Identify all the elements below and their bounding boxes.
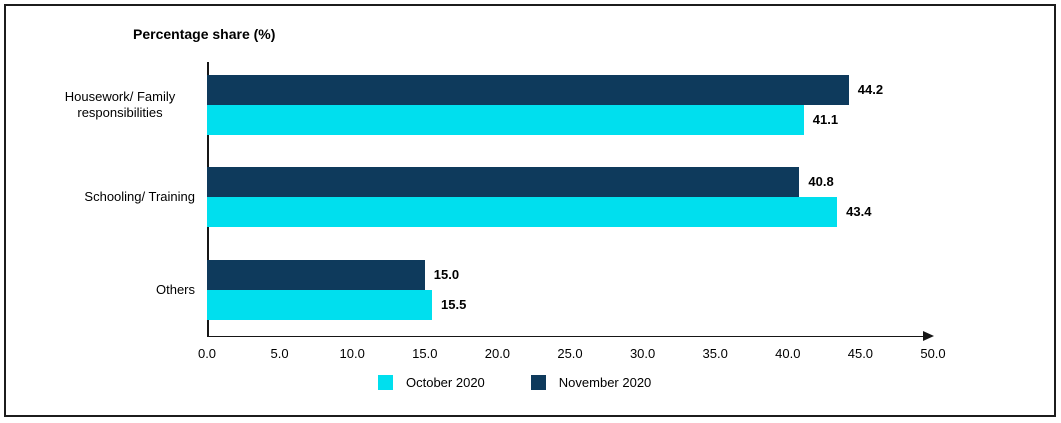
category-label: Schooling/ Training	[84, 189, 195, 204]
category-label: Housework/ Family responsibilities	[64, 89, 176, 120]
x-tick-label: 10.0	[339, 346, 365, 361]
legend-item-october-2020: October 2020	[378, 375, 485, 390]
x-tick-label: 45.0	[847, 346, 874, 361]
legend-swatch-icon	[530, 375, 546, 390]
x-axis-line	[207, 335, 925, 337]
value-label: 40.8	[808, 174, 834, 189]
legend-item-november-2020: November 2020	[530, 375, 652, 390]
chart-title: Percentage share (%)	[133, 26, 276, 42]
bar-october-2020	[207, 105, 804, 135]
bar-october-2020	[207, 197, 838, 227]
legend-label: November 2020	[558, 375, 652, 390]
bar-november-2020	[207, 167, 800, 197]
x-tick-label: 35.0	[702, 346, 728, 361]
x-tick-label: 15.0	[412, 346, 438, 361]
bar-november-2020	[207, 260, 425, 290]
legend-swatch-icon	[378, 375, 393, 390]
x-axis-arrow-icon	[923, 331, 934, 341]
x-tick-label: 25.0	[557, 346, 583, 361]
value-label: 15.5	[441, 297, 467, 312]
category-label: Others	[155, 282, 195, 297]
value-label: 44.2	[857, 82, 884, 97]
legend: October 2020 November 2020	[378, 375, 651, 390]
x-tick-label: 40.0	[775, 346, 801, 361]
legend-label: October 2020	[406, 375, 485, 390]
value-label: 41.1	[812, 112, 839, 127]
bar-november-2020	[207, 75, 849, 105]
value-label: 43.4	[846, 204, 872, 219]
x-tick-label: 50.0	[920, 346, 946, 361]
x-tick-label: 20.0	[484, 346, 511, 361]
x-tick-label: 0.0	[197, 346, 217, 361]
x-tick-label: 5.0	[270, 346, 289, 361]
bar-october-2020	[207, 290, 433, 320]
x-tick-label: 30.0	[629, 346, 656, 361]
value-label: 15.0	[433, 267, 460, 282]
